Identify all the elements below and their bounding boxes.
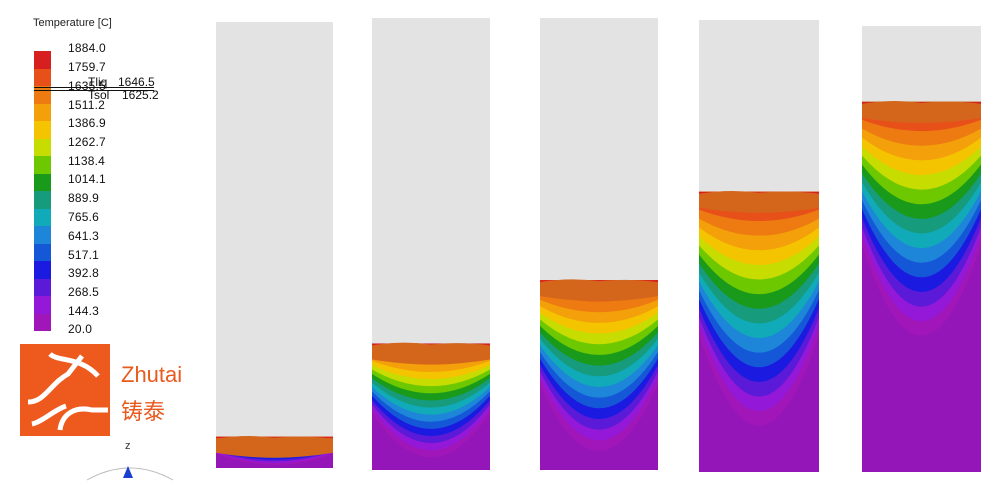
legend-swatch	[34, 261, 51, 279]
legend-label: 765.6	[68, 210, 100, 224]
melt-surface	[862, 101, 981, 123]
legend-title: Temperature [C]	[33, 17, 112, 29]
tsol-marker-line	[34, 90, 154, 91]
melt-surface	[699, 190, 819, 213]
legend-swatch	[34, 86, 51, 104]
logo-mark-icon	[27, 351, 108, 431]
tsol-label: Tsol	[88, 88, 110, 102]
legend-swatch	[34, 278, 51, 296]
tliq-value: 1646.5	[118, 75, 155, 89]
color-scale-bar	[34, 51, 51, 331]
legend-swatch	[34, 68, 51, 86]
company-logo	[20, 344, 110, 436]
legend-label: 144.3	[68, 304, 100, 318]
legend-swatch	[34, 103, 51, 121]
legend-label: 1014.1	[68, 172, 106, 186]
legend-swatch	[34, 243, 51, 261]
legend-swatch	[34, 296, 51, 314]
legend-label: 517.1	[68, 248, 100, 262]
casting-pillar	[862, 26, 981, 472]
legend-label: 1511.2	[68, 98, 106, 112]
legend-swatch	[34, 156, 51, 174]
legend-swatch	[34, 173, 51, 191]
legend-label: 268.5	[68, 285, 100, 299]
legend-swatch	[34, 138, 51, 156]
axis-triad-icon	[86, 466, 174, 481]
casting-pillar	[540, 18, 658, 470]
legend-swatch	[34, 226, 51, 244]
legend-swatch	[34, 51, 51, 69]
legend-label: 889.9	[68, 191, 100, 205]
axis-z-label: z	[125, 440, 131, 452]
legend-label: 641.3	[68, 229, 100, 243]
legend-swatch	[34, 208, 51, 226]
legend-label: 392.8	[68, 266, 100, 280]
tliq-label: Tliq	[88, 75, 108, 89]
casting-pillar	[699, 20, 819, 472]
tliq-marker-line	[34, 87, 154, 88]
tsol-value: 1625.2	[122, 88, 159, 102]
legend-swatch	[34, 121, 51, 139]
melt-surface	[216, 436, 333, 458]
casting-pillar	[372, 18, 490, 470]
melt-surface	[540, 279, 658, 302]
legend-swatch	[34, 313, 51, 331]
casting-pillar	[216, 22, 333, 468]
logo-text-cn: 铸泰	[121, 400, 166, 425]
mold-cavity	[216, 22, 333, 468]
legend-label: 1138.4	[68, 154, 106, 168]
legend-label: 1884.0	[68, 41, 106, 55]
logo-text-en: Zhutai	[121, 362, 183, 387]
legend-label: 1635.5	[68, 79, 106, 93]
legend-label: 1386.9	[68, 116, 106, 130]
legend-swatch	[34, 191, 51, 209]
legend-label: 20.0	[68, 322, 93, 336]
legend-label: 1262.7	[68, 135, 106, 149]
legend-label: 1759.7	[68, 60, 106, 74]
melt-surface	[372, 342, 490, 365]
